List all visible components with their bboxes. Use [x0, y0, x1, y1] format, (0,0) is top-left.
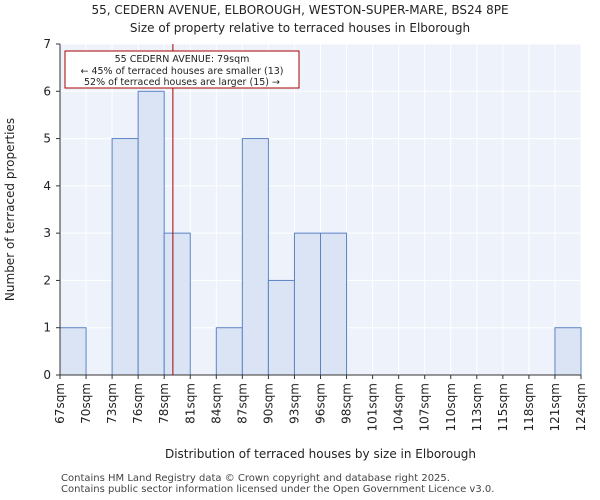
footer-licence: Contains public sector information licen…	[61, 484, 495, 495]
y-tick-label: 4	[43, 179, 51, 193]
x-axis-label: Distribution of terraced houses by size …	[165, 447, 476, 461]
x-tick-label: 70sqm	[79, 383, 93, 424]
x-tick-label: 96sqm	[314, 383, 328, 424]
histogram-bar	[267, 279, 295, 376]
x-tick-label: 121sqm	[548, 383, 562, 431]
x-tick-label: 124sqm	[574, 383, 588, 431]
footer-copyright: Contains HM Land Registry data © Crown c…	[61, 473, 450, 484]
x-tick-label: 118sqm	[522, 383, 536, 431]
histogram-bar	[59, 327, 87, 376]
chart-subtitle: Size of property relative to terraced ho…	[129, 21, 471, 35]
x-tick-label: 84sqm	[209, 383, 223, 424]
histogram-bar	[554, 327, 582, 376]
x-tick-label: 78sqm	[157, 383, 171, 424]
y-tick-label: 3	[43, 226, 51, 240]
x-tick-label: 73sqm	[105, 383, 119, 424]
histogram-bar	[137, 90, 165, 376]
y-tick-label: 7	[43, 37, 51, 51]
x-tick-label: 76sqm	[131, 383, 145, 424]
histogram-chart: 0 1 2 3 4 5 6 7 67sqm 70sqm 73sqm 76sqm 78sqm 81sqm 84…	[3, 37, 588, 461]
histogram-bar	[293, 232, 322, 376]
x-tick-label: 93sqm	[287, 383, 301, 424]
histogram-bar	[215, 327, 243, 376]
histogram-bar	[111, 138, 139, 376]
annotation-smaller: ← 45% of terraced houses are smaller (13…	[80, 66, 283, 77]
x-tick-label: 110sqm	[444, 383, 458, 431]
x-tick-label: 104sqm	[392, 383, 406, 431]
y-tick-label: 0	[43, 368, 51, 382]
histogram-bar	[320, 232, 348, 376]
histogram-bar	[163, 232, 191, 376]
x-tick-label: 98sqm	[340, 383, 354, 424]
x-tick-label: 67sqm	[53, 383, 67, 424]
x-tick-label: 87sqm	[235, 383, 249, 424]
x-tick-label: 101sqm	[366, 383, 380, 431]
chart-title: 55, CEDERN AVENUE, ELBOROUGH, WESTON-SUP…	[91, 3, 509, 17]
x-tick-label: 107sqm	[418, 383, 432, 431]
y-tick-label: 1	[43, 321, 51, 335]
x-tick-label: 115sqm	[496, 383, 510, 431]
histogram-bar	[241, 138, 269, 376]
x-tick-label: 81sqm	[183, 383, 197, 424]
annotation-larger: 52% of terraced houses are larger (15) →	[84, 77, 280, 88]
annotation-box	[64, 50, 300, 89]
x-tick-label: 113sqm	[470, 383, 484, 431]
x-tick-label: 90sqm	[261, 383, 275, 424]
y-tick-label: 5	[43, 132, 51, 146]
y-tick-label: 2	[43, 273, 51, 287]
y-tick-label: 6	[43, 84, 51, 98]
y-axis-label: Number of terraced properties	[3, 118, 17, 301]
annotation-title: 55 CEDERN AVENUE: 79sqm	[115, 54, 250, 65]
